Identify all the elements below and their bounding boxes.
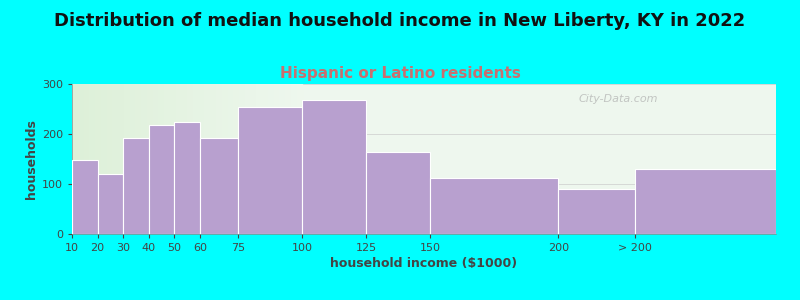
- Bar: [90, 79, 95, 234]
- Bar: [141, 79, 147, 234]
- Bar: [222, 79, 227, 234]
- Bar: [130, 79, 135, 234]
- Bar: [123, 137, 149, 234]
- Bar: [78, 79, 83, 234]
- Bar: [291, 79, 297, 234]
- Bar: [135, 79, 141, 234]
- Text: Hispanic or Latino residents: Hispanic or Latino residents: [279, 66, 521, 81]
- Bar: [158, 79, 164, 234]
- Bar: [198, 79, 205, 234]
- Bar: [210, 79, 216, 234]
- Bar: [250, 79, 256, 234]
- Bar: [635, 169, 776, 234]
- Bar: [193, 79, 198, 234]
- Bar: [124, 79, 130, 234]
- Bar: [112, 79, 118, 234]
- Bar: [234, 79, 239, 234]
- Bar: [274, 79, 279, 234]
- Bar: [262, 79, 268, 234]
- Y-axis label: households: households: [25, 119, 38, 199]
- Text: Distribution of median household income in New Liberty, KY in 2022: Distribution of median household income …: [54, 12, 746, 30]
- Bar: [227, 79, 234, 234]
- Bar: [72, 79, 78, 234]
- Bar: [302, 100, 366, 234]
- Bar: [95, 79, 101, 234]
- Bar: [98, 174, 123, 234]
- Bar: [558, 189, 635, 234]
- Bar: [430, 178, 558, 234]
- X-axis label: household income ($1000): household income ($1000): [330, 257, 518, 270]
- Bar: [170, 79, 176, 234]
- Bar: [205, 79, 210, 234]
- Bar: [216, 79, 222, 234]
- Bar: [279, 79, 285, 234]
- Bar: [106, 79, 112, 234]
- Bar: [164, 79, 170, 234]
- Bar: [174, 122, 200, 234]
- Bar: [72, 160, 98, 234]
- Bar: [72, 79, 149, 234]
- Bar: [187, 79, 193, 234]
- Bar: [101, 79, 106, 234]
- Bar: [118, 79, 124, 234]
- Bar: [245, 79, 250, 234]
- Bar: [153, 79, 158, 234]
- Bar: [239, 79, 245, 234]
- Bar: [147, 79, 153, 234]
- Text: City-Data.com: City-Data.com: [579, 94, 658, 104]
- Bar: [149, 125, 174, 234]
- Bar: [366, 152, 430, 234]
- Bar: [83, 79, 90, 234]
- Bar: [176, 79, 182, 234]
- Bar: [200, 137, 238, 234]
- Bar: [297, 79, 302, 234]
- Bar: [182, 79, 187, 234]
- Bar: [285, 79, 291, 234]
- Bar: [256, 79, 262, 234]
- Bar: [238, 106, 302, 234]
- Bar: [268, 79, 274, 234]
